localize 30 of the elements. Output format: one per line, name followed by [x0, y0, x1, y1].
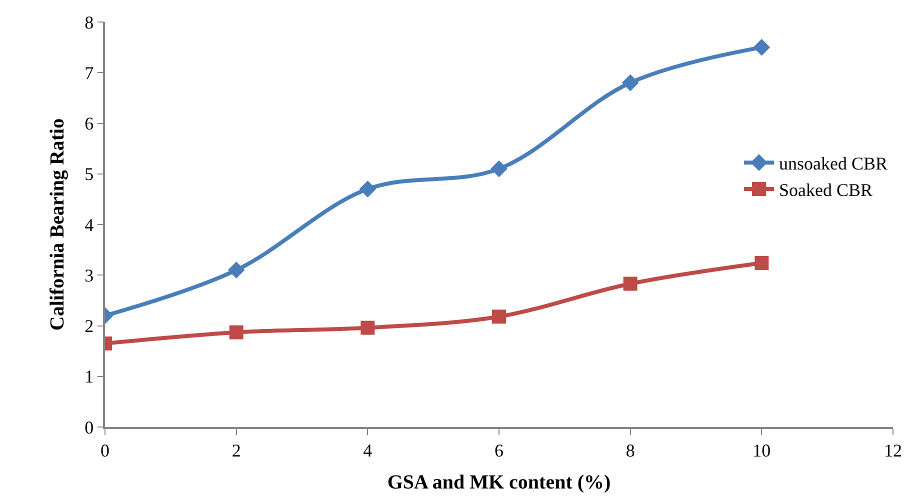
- point: [754, 256, 769, 270]
- y-tick-label: 1: [84, 366, 94, 387]
- point: [229, 325, 244, 340]
- point: [753, 38, 770, 56]
- y-tick-label: 8: [84, 12, 94, 32]
- point: [623, 276, 638, 291]
- y-tick-label: 3: [84, 265, 94, 286]
- legend-label: unsoaked CBR: [779, 154, 888, 174]
- y-axis-title: California Bearing Ratio: [46, 118, 69, 331]
- x-axis-title: GSA and MK content (%): [387, 471, 611, 494]
- point: [360, 320, 375, 335]
- legend-label: Soaked CBR: [779, 180, 873, 200]
- y-tick-label: 0: [84, 417, 94, 438]
- y-tick-label: 4: [84, 214, 94, 235]
- point: [228, 262, 245, 279]
- x-tick-label: 4: [363, 440, 372, 460]
- point: [492, 310, 506, 324]
- x-tick-label: 8: [626, 440, 635, 460]
- y-tick-label: 7: [84, 62, 94, 83]
- point: [490, 160, 508, 178]
- x-tick-label: 2: [232, 440, 241, 460]
- y-tick-label: 6: [84, 114, 94, 134]
- y-tick-label: 5: [84, 164, 94, 184]
- point: [359, 180, 376, 198]
- y-tick-label: 2: [84, 316, 94, 336]
- x-tick-label: 12: [884, 440, 902, 460]
- point: [622, 74, 639, 92]
- x-tick-label: 0: [100, 440, 110, 460]
- x-tick-label: 10: [752, 440, 771, 460]
- x-tick-label: 6: [494, 440, 504, 460]
